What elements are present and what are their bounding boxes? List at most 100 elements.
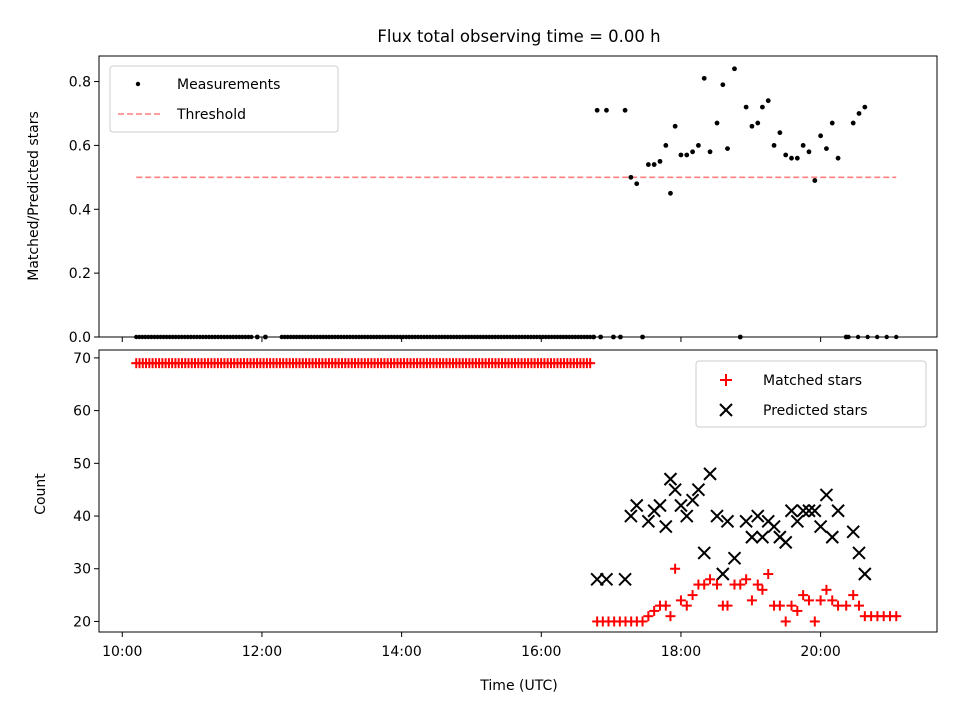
matched-stars-point [848,590,859,601]
legend-predicted-marker [719,403,733,417]
matched-stars-point [780,616,791,627]
predicted-stars-point [802,504,816,518]
measurement-point [850,120,856,126]
measurement-point [663,143,669,148]
top-ylabel: Matched/Predicted stars [26,111,42,281]
bottom-ytick-label: 40 [73,509,91,525]
bottom-ytick-label: 30 [73,562,91,578]
predicted-stars-point [710,509,724,523]
predicted-stars-point [668,482,682,497]
measurement-point [806,149,812,155]
measurement-point [812,178,818,183]
bottom-xtick-label: 12:00 [242,644,282,660]
measurement-point [743,104,749,110]
top-plot-frame [98,55,938,338]
predicted-stars-point [808,504,822,518]
matched-stars-point [665,611,676,622]
top-ytick-label: 0.6 [69,138,91,154]
predicted-stars-point [852,546,866,560]
measurement-point [732,66,737,72]
matched-stars-point [798,590,809,601]
measurement-point [789,155,794,161]
predicted-stars-point [691,482,706,497]
bottom-plot-frame [98,349,938,633]
predicted-stars-point [825,530,839,544]
measurement-point [783,152,789,158]
matched-stars-point [827,595,838,606]
measurement-point [634,181,640,187]
measurement-point [645,162,651,167]
top-panel: 0.00.20.40.60.8 Matched/Predicted stars … [26,55,938,346]
matched-stars-point [854,600,865,611]
measurement-point [651,162,657,167]
bottom-xtick-label: 10:00 [102,644,142,660]
measurement-point [720,82,726,88]
measurement-point [707,149,713,155]
measurement-point [714,120,720,126]
measurement-point [678,152,684,158]
matched-stars-point [681,600,692,611]
matched-stars-point [712,579,723,590]
predicted-stars-point [831,504,845,518]
matched-stars-point [699,579,710,590]
matched-stars-point [585,358,596,369]
predicted-stars-point [751,509,765,523]
matched-stars-point [722,600,733,611]
matched-stars-point [705,574,716,585]
top-ytick-label: 0.4 [69,202,91,218]
measurement-point [824,146,829,152]
predicted-stars-point [659,519,673,534]
measurement-point [818,133,824,139]
predicted-stars-point [784,504,799,518]
matched-stars-point [637,616,648,627]
matched-stars-point [786,600,797,611]
bottom-ytick-label: 20 [73,614,91,630]
legend-predicted-label: Predicted stars [763,403,868,419]
bottom-xtick-label: 18:00 [661,644,701,660]
top-axis-ticks: 0.0 0.2 0.4 0.6 0.8 [69,75,822,346]
bottom-xlabel: Time (UTC) [479,678,557,694]
measurement-point [696,143,701,148]
predicted-stars-point [819,488,834,502]
predicted-stars-point [755,530,770,544]
legend-matched-marker [720,374,732,386]
bottom-legend-box [695,360,927,428]
matched-stars-point [815,595,826,606]
predicted-stars-point [697,546,711,560]
legend-measurements-label: Measurements [177,77,280,93]
bottom-ytick-label: 50 [73,456,91,472]
measurement-point [690,149,695,155]
predicted-stars-point [727,551,742,565]
measurement-point [672,123,678,129]
top-legend-box [109,65,339,133]
predicted-stars-point [720,514,735,529]
bottom-ytick-label: 60 [73,404,91,420]
predicted-stars-point [767,519,781,534]
predicted-stars-point [653,498,667,513]
matched-stars-point [735,579,746,590]
matched-stars-point [809,616,820,627]
bottom-panel: 20 30 40 50 60 70 10:00 12:00 14:00 16:00 18:00 20:… [33,349,938,694]
measurement-point [760,104,765,110]
bottom-xtick-label: 20:00 [800,644,840,660]
measurement-point [794,155,800,161]
bottom-ytick-label: 70 [73,351,91,367]
matched-stars-point [660,600,671,611]
measurement-point [856,111,862,116]
measurement-point [771,143,777,148]
predicted-stars-point [630,498,644,513]
bottom-plot-marks [131,358,902,627]
measurement-point [725,146,730,152]
bottom-ylabel: Count [33,473,49,515]
predicted-stars-point [739,514,753,529]
measurement-point [628,174,634,180]
figure-title: Flux total observing time = 0.00 h [377,27,660,46]
bottom-legend: Matched stars Predicted stars [695,360,927,428]
measurement-point [657,158,663,164]
matched-stars-point [792,605,803,616]
matched-stars-point [741,574,752,585]
measurement-point [829,120,835,126]
top-ytick-label: 0.8 [69,75,91,91]
measurement-point [604,107,609,113]
